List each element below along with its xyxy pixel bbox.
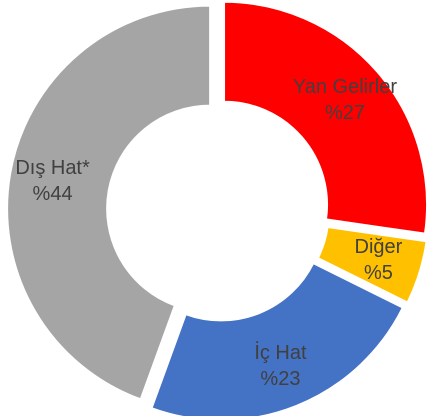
data-label: İç Hat %23 bbox=[225, 340, 335, 392]
data-label: Yan Gelirler %27 bbox=[290, 74, 400, 126]
donut-segment bbox=[6, 4, 212, 401]
value-label: %23 bbox=[260, 367, 301, 390]
category-label: Yan Gelirler bbox=[292, 75, 398, 98]
category-label: Diğer bbox=[354, 235, 403, 258]
value-label: %44 bbox=[32, 182, 73, 205]
donut-segment bbox=[150, 261, 405, 416]
donut-segment bbox=[316, 225, 428, 304]
value-label: %5 bbox=[363, 261, 393, 284]
donut-segment bbox=[223, 0, 428, 235]
category-label: İç Hat bbox=[254, 341, 307, 364]
category-label: Dış Hat* bbox=[15, 156, 90, 179]
data-label: Diğer %5 bbox=[323, 234, 433, 286]
data-label: Dış Hat* %44 bbox=[0, 155, 108, 207]
value-label: %27 bbox=[324, 101, 365, 124]
